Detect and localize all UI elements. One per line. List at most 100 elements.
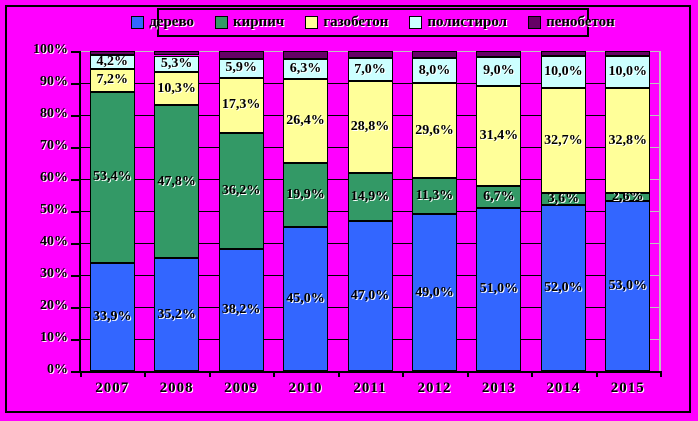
x-tick-mark (337, 371, 340, 377)
plot-area: 33,9% 53,4% 7,2% 4,2% 35,2% 47,8% 10,3% 5,3% 38,… (80, 51, 661, 371)
legend-swatch-icon (409, 16, 423, 29)
x-tick-mark (80, 371, 82, 377)
y-tick-label-70%: 70% (40, 138, 68, 153)
segment-полистирол-2012: 8,0% (411, 57, 457, 84)
segment-полистирол-2008: 5,3% (154, 55, 200, 73)
legend-label: кирпич (232, 14, 285, 30)
segment-кирпич-2010: 19,9% (283, 163, 329, 227)
bar-2009: 38,2% 36,2% 17,3% 5,9% (218, 51, 264, 371)
y-tick-label-0%: 0% (47, 362, 68, 377)
data-label: 33,9% (92, 308, 132, 324)
y-tick-label-80%: 80% (40, 106, 68, 121)
data-label: 6,7% (483, 189, 515, 205)
data-label: 52,0% (544, 279, 583, 295)
y-tick-mark (71, 243, 80, 245)
y-tick-mark (71, 179, 80, 181)
x-tick-mark (273, 371, 276, 377)
legend-label: полистирол (427, 14, 508, 30)
segment-кирпич-2009: 36,2% (218, 132, 264, 249)
segment-дерево-2015: 53,0% (605, 201, 651, 371)
segment-пенобетон-2010 (283, 51, 329, 59)
data-label: 7,2% (96, 72, 128, 88)
data-label: 38,2% (221, 301, 261, 317)
y-tick-mark (71, 371, 80, 373)
segment-дерево-2011: 47,0% (347, 220, 393, 371)
y-tick-label-100%: 100% (33, 42, 68, 57)
legend-item-пенобетон: пенобетон (528, 14, 615, 31)
data-label: 26,4% (286, 113, 325, 129)
y-tick-mark (71, 51, 80, 53)
x-tick-label-2007: 2007 (95, 380, 130, 396)
data-label: 8,0% (418, 62, 451, 78)
segment-полистирол-2015: 10,0% (605, 56, 651, 89)
segment-полистирол-2009: 5,9% (218, 58, 264, 78)
segment-газобетон-2009: 17,3% (218, 77, 264, 133)
data-label: 51,0% (479, 281, 519, 297)
data-label: 17,3% (221, 97, 261, 113)
segment-дерево-2008: 35,2% (154, 258, 200, 371)
bar-2007: 33,9% 53,4% 7,2% 4,2% (89, 51, 135, 371)
y-tick-mark (71, 147, 80, 149)
segment-дерево-2009: 38,2% (218, 248, 264, 371)
y-tick-mark (71, 275, 80, 277)
data-label: 2,6% (612, 189, 644, 205)
segment-кирпич-2008: 47,8% (154, 105, 200, 259)
legend-swatch-icon (214, 16, 228, 29)
y-tick-label-40%: 40% (40, 234, 68, 249)
x-tick-label-2009: 2009 (224, 380, 259, 396)
data-label: 4,2% (96, 53, 128, 69)
segment-пенобетон-2012 (411, 51, 457, 58)
x-tick-mark (660, 371, 662, 377)
legend-item-дерево: дерево (131, 14, 194, 31)
legend-item-газобетон: газобетон (305, 14, 388, 31)
data-label: 3,6% (547, 190, 580, 206)
x-tick-mark (466, 371, 469, 377)
data-label: 29,6% (415, 122, 454, 138)
x-tick-label-2008: 2008 (159, 380, 194, 396)
bar-2011: 47,0% 14,9% 28,8% 7,0% (347, 51, 393, 371)
segment-кирпич-2015: 2,6% (605, 189, 651, 205)
segment-дерево-2012: 49,0% (411, 214, 457, 371)
segment-дерево-2007: 33,9% (89, 262, 135, 371)
x-tick-label-2011: 2011 (353, 380, 387, 396)
segment-пенобетон-2011 (347, 51, 393, 59)
data-label: 53,0% (608, 278, 648, 294)
legend: дерево кирпич газобетон полистирол пенобетон (131, 8, 615, 37)
segment-кирпич-2011: 14,9% (347, 172, 393, 221)
segment-пенобетон-2007 (89, 51, 135, 56)
bar-2015: 53,0% 2,6% 32,8% 10,0% (605, 51, 651, 371)
data-label: 14,9% (350, 188, 390, 204)
y-tick-mark (71, 307, 80, 309)
legend-item-полистирол: полистирол (409, 14, 507, 31)
y-tick-label-30%: 30% (40, 266, 68, 281)
data-label: 49,0% (415, 284, 454, 300)
x-tick-mark (595, 371, 598, 377)
y-tick-label-90%: 90% (40, 74, 68, 89)
segment-газобетон-2008: 10,3% (154, 72, 200, 106)
segment-газобетон-2011: 28,8% (347, 80, 393, 173)
bar-2012: 49,0% 11,3% 29,6% 8,0% (411, 51, 457, 371)
y-tick-label-10%: 10% (40, 330, 68, 345)
segment-кирпич-2012: 11,3% (411, 178, 457, 215)
segment-газобетон-2014: 32,7% (540, 88, 586, 194)
legend-label: пенобетон (546, 14, 615, 30)
data-label: 32,8% (608, 132, 648, 148)
y-tick-mark (71, 339, 80, 341)
data-label: 36,2% (221, 182, 261, 198)
x-tick-mark (208, 371, 211, 377)
bar-2013: 51,0% 6,7% 31,4% 9,0% (476, 51, 522, 371)
segment-полистирол-2011: 7,0% (347, 58, 393, 81)
data-label: 10,0% (608, 64, 648, 80)
legend-item-кирпич: кирпич (214, 14, 285, 31)
segment-пенобетон-2008 (154, 51, 200, 56)
y-tick-mark (71, 115, 80, 117)
data-label: 5,9% (225, 60, 257, 76)
data-label: 9,0% (483, 63, 515, 79)
data-label: 5,3% (160, 55, 193, 71)
segment-пенобетон-2013 (476, 51, 522, 58)
data-label: 19,9% (286, 187, 325, 203)
x-tick-label-2010: 2010 (288, 380, 323, 396)
segment-дерево-2013: 51,0% (476, 207, 522, 371)
x-axis-line (72, 371, 662, 373)
